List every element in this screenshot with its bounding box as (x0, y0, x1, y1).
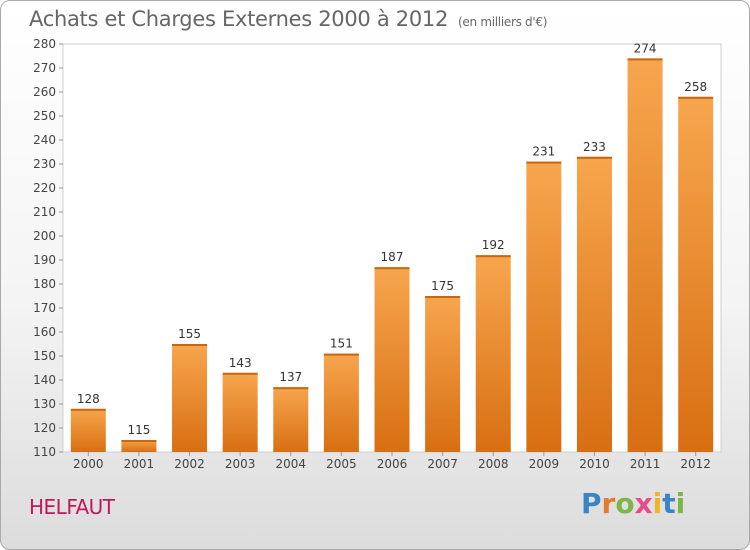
bar-group: 137 (273, 370, 309, 452)
x-tick-label: 2011 (630, 457, 661, 471)
bar-value-label: 128 (77, 392, 100, 406)
y-tick-label: 210 (33, 205, 56, 219)
y-tick-label: 260 (33, 85, 56, 99)
bar-value-label: 231 (532, 145, 555, 159)
x-tick-label: 2005 (326, 457, 357, 471)
bar-group: 128 (70, 392, 106, 452)
bar-top-edge (678, 96, 714, 99)
y-tick-label: 120 (33, 421, 56, 435)
bar-value-label: 274 (634, 41, 657, 55)
y-tick-label: 250 (33, 109, 56, 123)
bar-group: 258 (678, 80, 714, 453)
y-tick-label: 170 (33, 301, 56, 315)
logo-letter: i (675, 487, 686, 520)
y-tick-label: 270 (33, 61, 56, 75)
bar-group: 115 (121, 423, 157, 452)
bar-value-label: 233 (583, 140, 606, 154)
bar (172, 344, 208, 452)
bar-group: 175 (425, 279, 461, 452)
y-tick-label: 280 (33, 37, 56, 51)
bar-value-label: 175 (431, 279, 454, 293)
y-tick-label: 180 (33, 277, 56, 291)
logo-letter: P (581, 487, 602, 520)
bar-value-label: 137 (279, 370, 302, 384)
bar (273, 387, 309, 452)
y-tick-label: 150 (33, 349, 56, 363)
bar-value-label: 187 (381, 250, 404, 264)
y-tick-label: 140 (33, 373, 56, 387)
bar (222, 372, 258, 452)
axes: 110 120 130 140 150 160 170 180 190 200 210 220 230 2… (33, 37, 711, 471)
bar-top-edge (475, 255, 511, 258)
bar-value-label: 143 (229, 356, 252, 370)
bars: 128 115 155 143 137 151 187 175 192 231 233 274 258 (70, 41, 714, 453)
logo-letter: i (652, 487, 663, 520)
bar (121, 440, 157, 452)
logo-letter: t (662, 487, 676, 520)
bar (374, 267, 410, 452)
logo-letter: x (634, 487, 653, 520)
x-tick-label: 2004 (275, 457, 306, 471)
bar-top-edge (526, 161, 562, 164)
x-tick-label: 2008 (478, 457, 509, 471)
y-tick-label: 190 (33, 253, 56, 267)
bar-group: 155 (172, 327, 208, 452)
x-tick-label: 2006 (377, 457, 408, 471)
x-tick-label: 2001 (124, 457, 155, 471)
bar-top-edge (374, 267, 410, 270)
bar-group: 231 (526, 145, 562, 452)
x-tick-label: 2003 (225, 457, 256, 471)
bar-value-label: 115 (127, 423, 150, 437)
logo-letter: r (601, 487, 616, 520)
chart-unit: (en milliers d'€) (458, 15, 548, 29)
bar-top-edge (627, 58, 663, 61)
bar (627, 58, 663, 453)
y-tick-label: 220 (33, 181, 56, 195)
bar (526, 161, 562, 452)
x-tick-label: 2002 (174, 457, 205, 471)
bar-group: 233 (576, 140, 612, 453)
x-tick-label: 2009 (529, 457, 560, 471)
bar-top-edge (172, 344, 208, 346)
y-tick-label: 240 (33, 133, 56, 147)
x-tick-label: 2007 (427, 457, 458, 471)
y-tick-label: 110 (33, 445, 56, 459)
bar-top-edge (273, 387, 309, 390)
bar-group: 187 (374, 250, 410, 452)
bar-value-label: 155 (178, 327, 201, 341)
bar-group: 143 (222, 356, 258, 452)
bar-top-edge (576, 156, 612, 159)
logo-letter: o (615, 487, 635, 520)
bar-value-label: 258 (684, 80, 707, 94)
bar-top-edge (222, 372, 258, 375)
bar (323, 353, 359, 452)
bar-top-edge (121, 440, 157, 442)
bar-group: 151 (323, 337, 359, 452)
bar-value-label: 151 (330, 337, 353, 351)
y-tick-label: 230 (33, 157, 56, 171)
y-tick-label: 160 (33, 325, 56, 339)
bar (576, 156, 612, 453)
bar (70, 408, 106, 452)
commune-name: HELFAUT (29, 495, 115, 519)
x-tick-label: 2000 (73, 457, 104, 471)
bar-group: 192 (475, 238, 511, 452)
y-tick-label: 130 (33, 397, 56, 411)
bar-top-edge (323, 353, 359, 356)
proxiti-logo: Proxiti (581, 487, 685, 520)
bar-top-edge (425, 296, 461, 298)
y-tick-label: 200 (33, 229, 56, 243)
bar-group: 274 (627, 41, 663, 453)
bar-top-edge (70, 408, 106, 411)
chart-title-text: Achats et Charges Externes 2000 à 2012 (29, 7, 449, 31)
bar (425, 296, 461, 452)
x-tick-label: 2010 (579, 457, 610, 471)
bar (678, 96, 714, 453)
bar (475, 255, 511, 452)
chart-title: Achats et Charges Externes 2000 à 2012 (e… (29, 7, 547, 31)
bar-value-label: 192 (482, 238, 505, 252)
x-tick-label: 2012 (680, 457, 711, 471)
